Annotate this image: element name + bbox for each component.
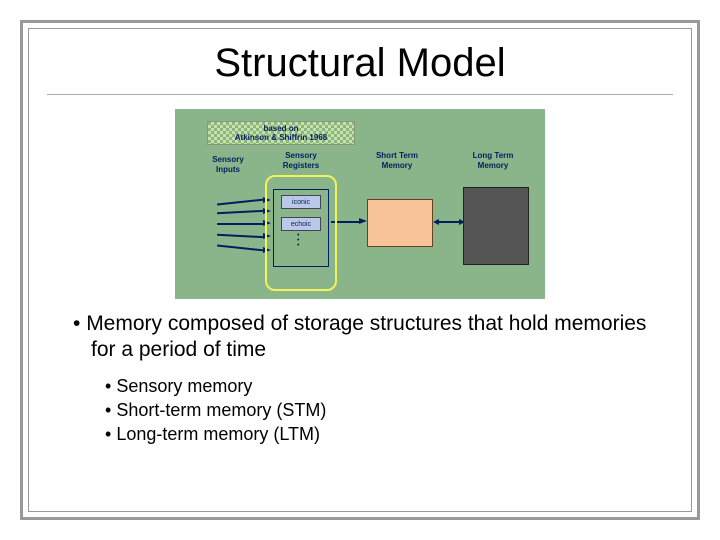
inner-frame: Structural Model based on Atkinson & Shi… <box>28 28 692 512</box>
based-on-line2: Atkinson & Shiffrin 1968 <box>212 133 350 142</box>
register-iconic: iconic <box>281 195 321 209</box>
register-echoic: echoic <box>281 217 321 231</box>
outer-frame: Structural Model based on Atkinson & Shi… <box>20 20 700 520</box>
based-on-line1: based on <box>212 124 350 133</box>
label-sensory-inputs: Sensory Inputs <box>203 155 253 174</box>
diagram-container: based on Atkinson & Shiffrin 1968 Sensor… <box>175 109 545 299</box>
bullet-sub-2: Short-term memory (STM) <box>105 398 673 422</box>
arrow-input-4 <box>217 234 265 239</box>
arrow-reg-stm <box>331 221 361 223</box>
arrowhead-input-5 <box>263 247 271 253</box>
title-rule <box>47 94 673 95</box>
bullet-main: Memory composed of storage structures th… <box>73 311 673 364</box>
label-short-term: Short Term Memory <box>367 151 427 170</box>
bullet-sub-3: Long-term memory (LTM) <box>105 422 673 446</box>
slide-title: Structural Model <box>47 41 673 86</box>
register-dots: ••• <box>297 233 298 248</box>
arrowhead-input-2 <box>263 208 271 214</box>
label-sensory-registers: Sensory Registers <box>273 151 329 170</box>
bullet-list: Memory composed of storage structures th… <box>47 311 673 446</box>
label-long-term: Long Term Memory <box>463 151 523 170</box>
arrow-input-1 <box>217 198 265 205</box>
arrowhead-reg-stm <box>359 218 367 224</box>
arrowhead-input-4 <box>263 233 271 239</box>
arrow-input-3 <box>217 223 265 225</box>
arrow-input-2 <box>217 210 265 215</box>
box-ltm <box>463 187 529 265</box>
memory-model-diagram: based on Atkinson & Shiffrin 1968 Sensor… <box>175 109 545 299</box>
arrowhead-input-1 <box>263 197 271 203</box>
based-on-box: based on Atkinson & Shiffrin 1968 <box>207 121 355 145</box>
arrow-stm-ltm-bi <box>439 221 459 223</box>
arrow-input-5 <box>217 244 265 251</box>
arrowhead-input-3 <box>263 220 271 226</box>
box-stm <box>367 199 433 247</box>
bullet-sub-1: Sensory memory <box>105 374 673 398</box>
